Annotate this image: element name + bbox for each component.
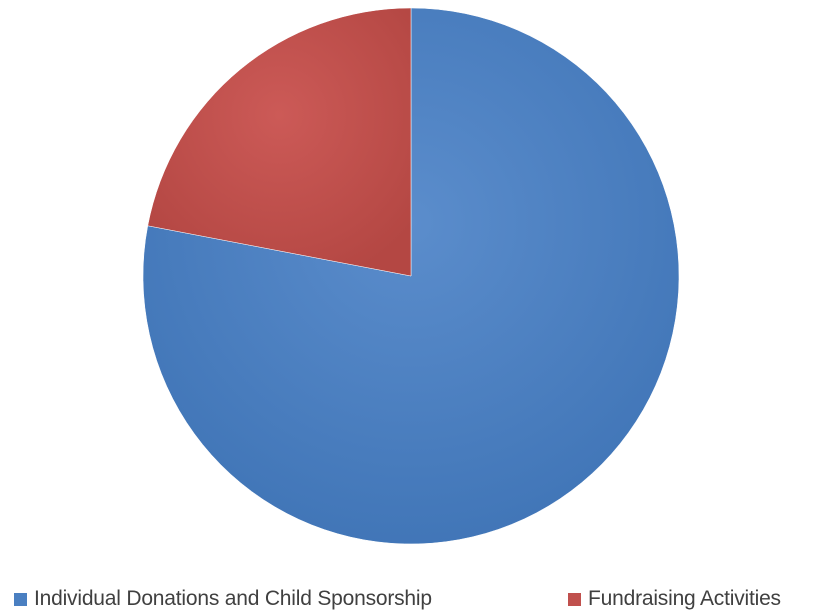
- legend-label-individual-donations: Individual Donations and Child Sponsorsh…: [34, 587, 432, 610]
- pie-slice-fundraising-activities: [147, 7, 412, 277]
- pie-slices: [142, 7, 680, 545]
- legend-swatch-fundraising-activities: [568, 592, 581, 606]
- chart-legend: Individual Donations and Child Sponsorsh…: [0, 582, 825, 616]
- pie-chart-svg: [142, 7, 680, 545]
- legend-swatch-individual-donations: [14, 592, 27, 606]
- legend-label-fundraising-activities: Fundraising Activities: [588, 587, 781, 610]
- legend-item-fundraising-activities: Fundraising Activities: [568, 582, 781, 616]
- legend-item-individual-donations: Individual Donations and Child Sponsorsh…: [14, 582, 432, 616]
- pie-chart: [142, 7, 680, 545]
